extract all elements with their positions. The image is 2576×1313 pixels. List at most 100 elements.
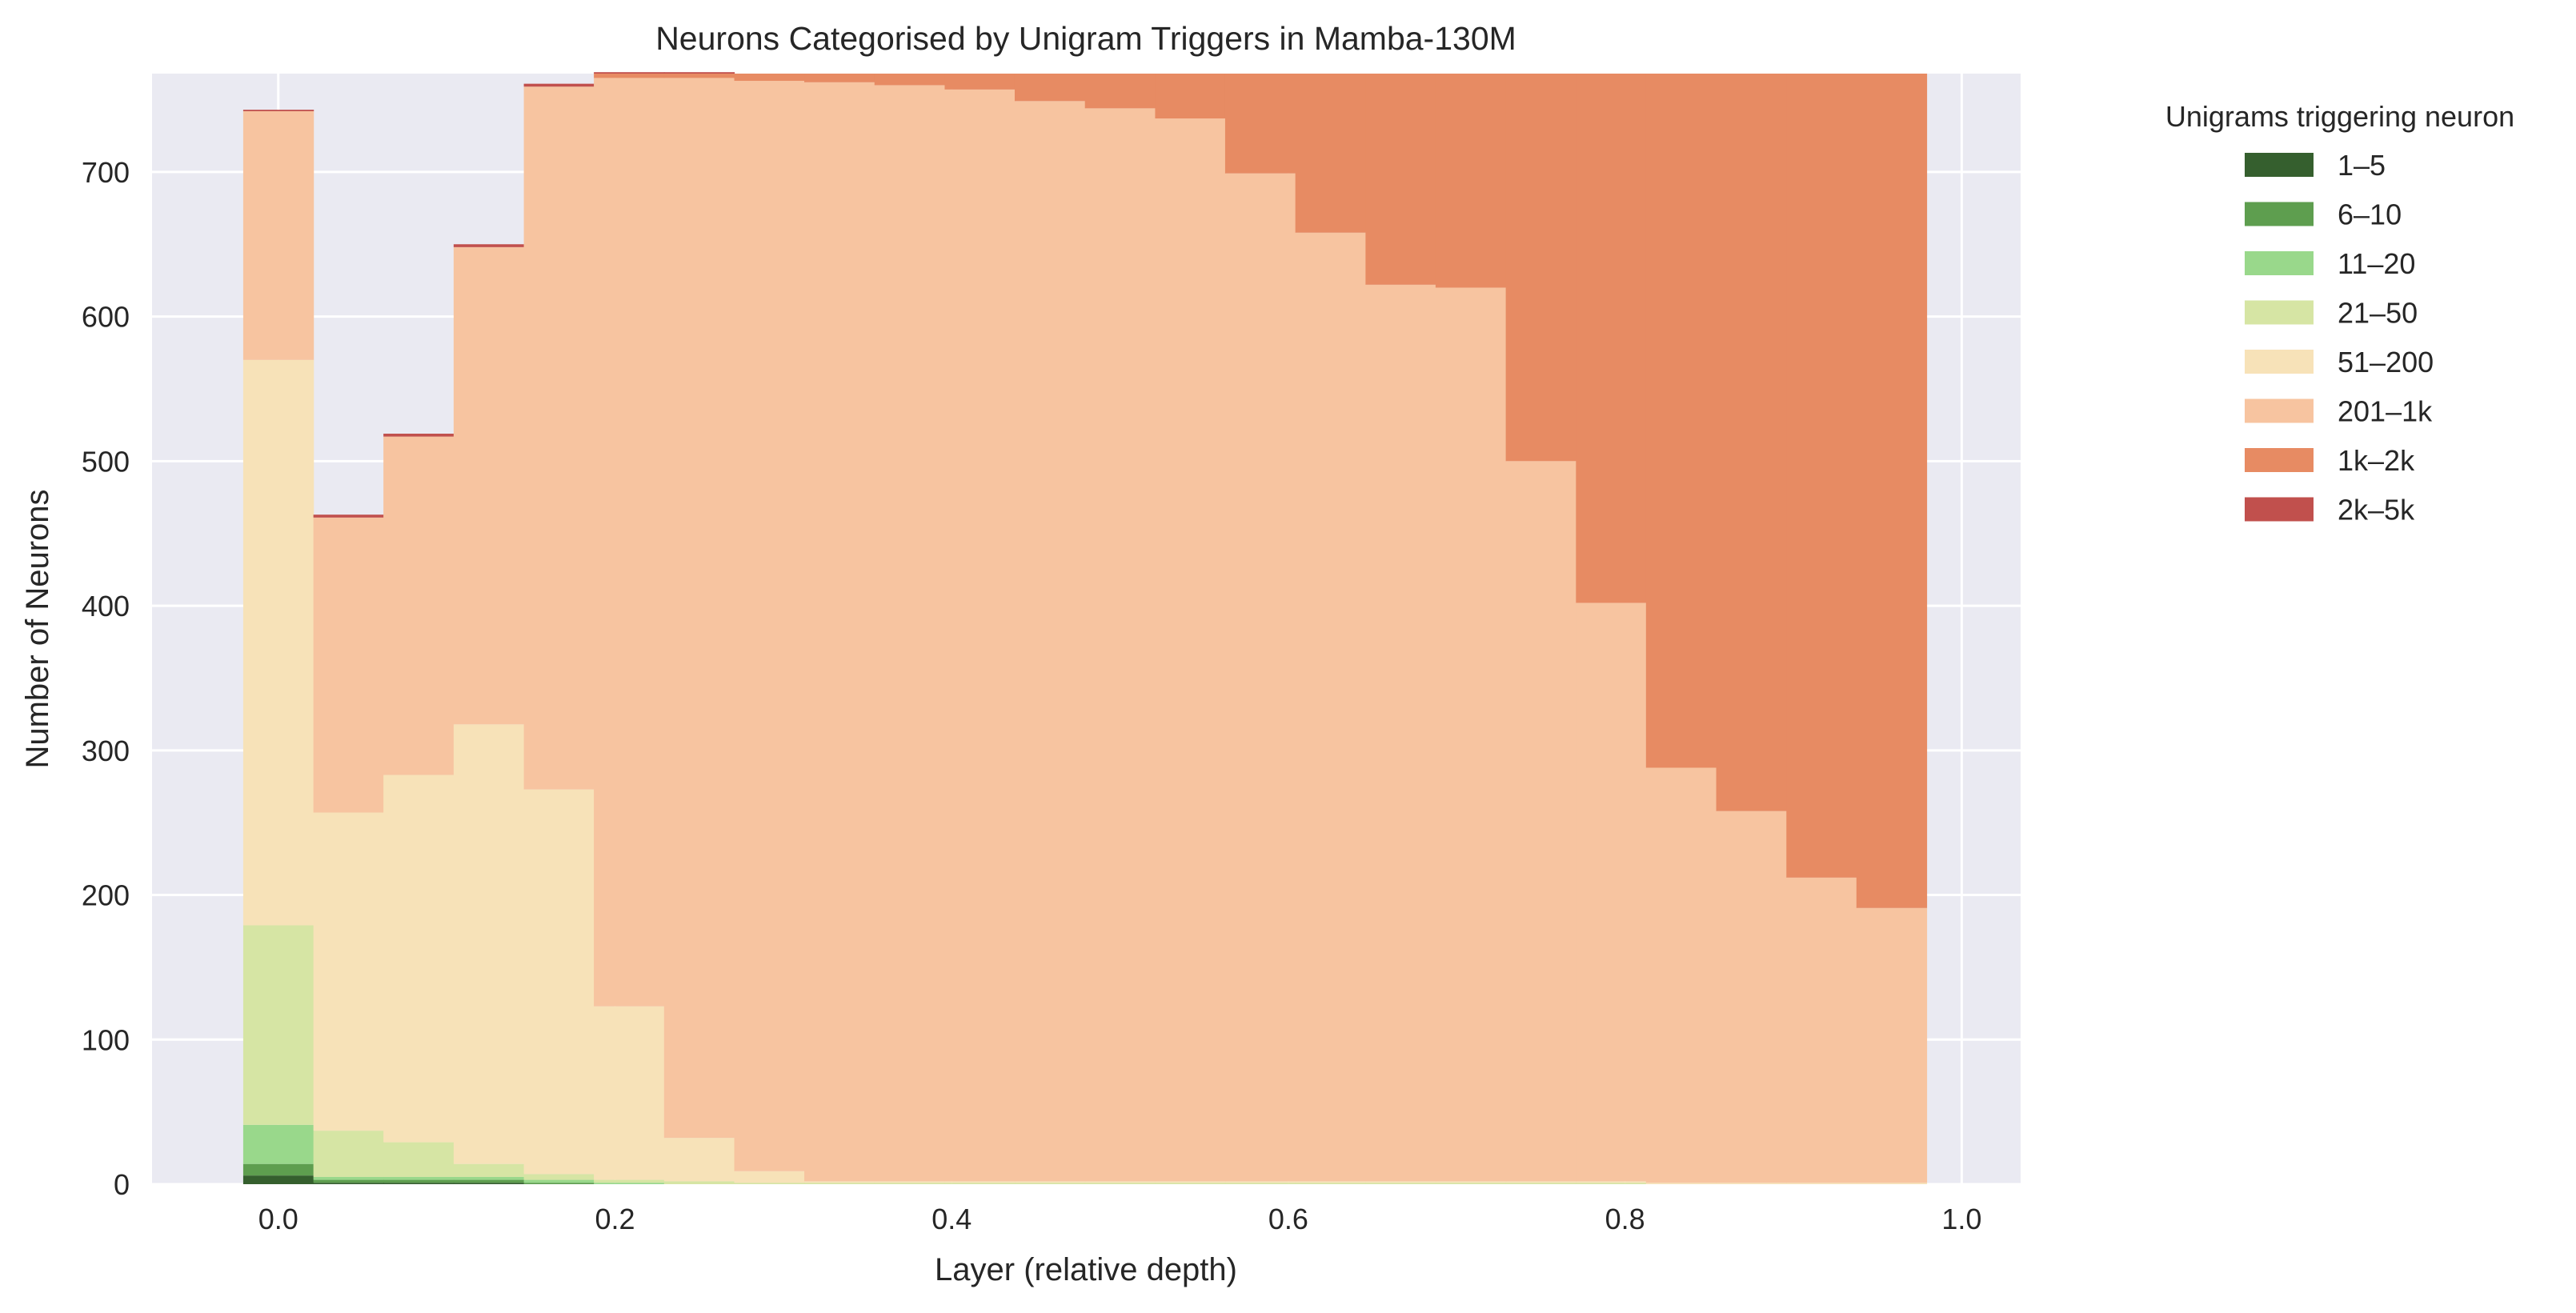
bar-segment (1155, 74, 1226, 119)
bar-segment (242, 925, 314, 1125)
bar-segment (1295, 74, 1366, 233)
bars (242, 72, 1928, 1184)
legend-swatch (2245, 448, 2314, 472)
bar-segment (944, 74, 1016, 90)
bar-segment (453, 1183, 525, 1184)
bar-segment (804, 1181, 875, 1183)
bar-segment (242, 1163, 314, 1176)
bar-segment (523, 1179, 595, 1183)
bar-segment (1786, 1183, 1857, 1184)
bar-segment (594, 72, 665, 74)
bar-segment (874, 85, 946, 1182)
y-axis-label: Number of Neurons (20, 489, 55, 768)
bar-segment (1224, 74, 1296, 174)
bar-segment (1856, 1183, 1928, 1184)
bar-segment (1295, 1181, 1366, 1183)
bar-segment (383, 775, 455, 1143)
bar-segment (453, 1163, 525, 1177)
bar-segment (313, 1131, 384, 1177)
bar-segment (383, 1142, 455, 1177)
legend-label: 21–50 (2338, 297, 2418, 330)
bar-segment (383, 434, 455, 437)
bar-segment (1365, 74, 1436, 285)
bar-segment (1505, 74, 1576, 462)
bar-segment (1716, 1183, 1787, 1184)
legend-swatch (2245, 350, 2314, 374)
legend-label: 11–20 (2338, 247, 2415, 280)
bar-segment (734, 81, 805, 1171)
legend-items: 1–5 6–10 11–20 21–50 51–200 201–1k 1k–2k 2k–5k (2245, 149, 2434, 526)
bar-segment (1014, 74, 1086, 102)
bar-segment (313, 517, 384, 813)
bar-segment (1505, 1183, 1576, 1184)
bar-segment (453, 1176, 525, 1180)
bar-segment (1014, 101, 1086, 1182)
bar-segment (1505, 1181, 1576, 1183)
bar-segment (1295, 232, 1366, 1182)
x-tick-label: 0.8 (1605, 1203, 1645, 1235)
bar-segment (313, 812, 384, 1131)
bar-segment (663, 1138, 735, 1182)
legend-title: Unigrams triggering neuron (2165, 100, 2514, 133)
bar-segment (1576, 74, 1647, 603)
bar-segment (594, 78, 665, 1007)
legend-label: 51–200 (2338, 346, 2434, 378)
legend-label: 2k–5k (2338, 494, 2415, 526)
y-tick-label: 100 (82, 1023, 130, 1056)
legend-swatch (2245, 398, 2314, 423)
legend-swatch (2245, 153, 2314, 177)
bar-segment (1155, 118, 1226, 1182)
x-tick-label: 0.0 (258, 1203, 298, 1235)
bar-segment (1155, 1181, 1226, 1183)
bar-segment (804, 82, 875, 1182)
x-ticks: 0.0 0.2 0.4 0.6 0.8 1.0 (258, 1203, 1982, 1235)
bar-segment (1084, 74, 1156, 109)
bar-segment (1645, 1183, 1717, 1184)
bar-segment (594, 1183, 665, 1184)
bar-segment (1295, 1183, 1366, 1184)
bar-segment (313, 1183, 384, 1184)
x-tick-label: 0.2 (595, 1203, 635, 1235)
bar-segment (944, 89, 1016, 1182)
chart-title: Neurons Categorised by Unigram Triggers … (655, 20, 1516, 57)
y-tick-label: 300 (82, 735, 130, 767)
bar-segment (1576, 1183, 1647, 1184)
bar-segment (1084, 1181, 1156, 1183)
bar-segment (1155, 1183, 1226, 1184)
bar-segment (242, 1124, 314, 1164)
bar-segment (1786, 74, 1857, 878)
bar-segment (1716, 74, 1787, 811)
bar-segment (453, 246, 525, 725)
x-axis-label: Layer (relative depth) (935, 1252, 1237, 1287)
bar-segment (523, 1174, 595, 1180)
bar-segment (804, 74, 875, 82)
bar-segment (594, 1006, 665, 1180)
x-tick-label: 1.0 (1941, 1203, 1981, 1235)
legend-label: 1–5 (2338, 149, 2386, 182)
bar-segment (453, 1179, 525, 1183)
x-tick-label: 0.6 (1268, 1203, 1308, 1235)
bar-segment (453, 244, 525, 247)
bar-segment (1014, 1181, 1086, 1183)
y-tick-label: 0 (114, 1168, 130, 1201)
bar-segment (1365, 284, 1436, 1182)
bar-segment (242, 1175, 314, 1184)
bar-segment (313, 514, 384, 518)
bar-segment (1224, 173, 1296, 1182)
y-tick-label: 500 (82, 445, 130, 478)
bar-segment (734, 1183, 805, 1184)
bar-segment (594, 74, 665, 78)
bar-segment (1435, 287, 1507, 1182)
bar-segment (523, 86, 595, 790)
bar-segment (1084, 1183, 1156, 1184)
bar-segment (1576, 602, 1647, 1182)
legend-label: 1k–2k (2338, 444, 2415, 477)
bar-segment (1365, 1181, 1436, 1183)
legend-swatch (2245, 202, 2314, 226)
bar-segment (663, 74, 735, 78)
bar-segment (874, 1183, 946, 1184)
bar-segment (1786, 877, 1857, 1183)
bar-segment (1365, 1183, 1436, 1184)
